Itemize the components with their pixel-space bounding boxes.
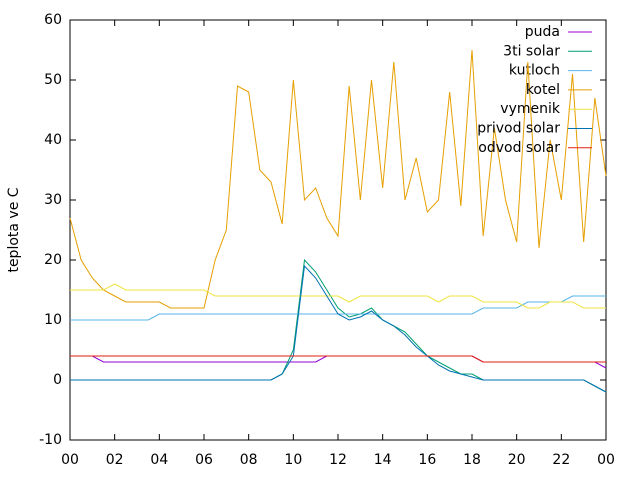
series-line bbox=[70, 258, 607, 393]
x-tick-label: 14 bbox=[374, 452, 392, 468]
x-tick-label: 08 bbox=[240, 452, 258, 468]
legend-label: vymenik bbox=[500, 101, 561, 117]
x-tick-label: 20 bbox=[508, 452, 526, 468]
legend-label: kutloch bbox=[509, 63, 560, 79]
x-tick-label: 16 bbox=[418, 452, 436, 468]
x-tick-label: 02 bbox=[106, 452, 124, 468]
x-tick-label: 18 bbox=[463, 452, 481, 468]
series-line bbox=[70, 283, 606, 309]
y-tick-label: 30 bbox=[44, 192, 62, 208]
x-tick-label: 04 bbox=[150, 452, 168, 468]
x-tick-label: 00 bbox=[597, 452, 615, 468]
y-tick-label: 60 bbox=[44, 12, 62, 28]
y-tick-label: 40 bbox=[44, 132, 62, 148]
legend-label: puda bbox=[525, 24, 560, 40]
series-line bbox=[69, 49, 607, 309]
legend-label: kotel bbox=[526, 82, 560, 98]
y-tick-label: -10 bbox=[39, 432, 62, 448]
x-tick-label: 06 bbox=[195, 452, 213, 468]
x-tick-label: 22 bbox=[552, 452, 570, 468]
y-tick-label: 20 bbox=[44, 252, 62, 268]
legend-label: odvod solar bbox=[478, 140, 560, 156]
series-line bbox=[70, 264, 607, 393]
x-tick-label: 12 bbox=[329, 452, 347, 468]
y-axis-label: teplota ve C bbox=[6, 187, 22, 272]
legend-label: 3ti solar bbox=[503, 43, 560, 59]
y-tick-label: 10 bbox=[44, 312, 62, 328]
y-tick-label: 0 bbox=[53, 372, 62, 388]
series-line bbox=[70, 355, 606, 363]
legend-label: privod solar bbox=[477, 121, 560, 137]
y-tick-label: 50 bbox=[44, 72, 62, 88]
x-tick-label: 00 bbox=[61, 452, 79, 468]
x-tick-label: 10 bbox=[284, 452, 302, 468]
